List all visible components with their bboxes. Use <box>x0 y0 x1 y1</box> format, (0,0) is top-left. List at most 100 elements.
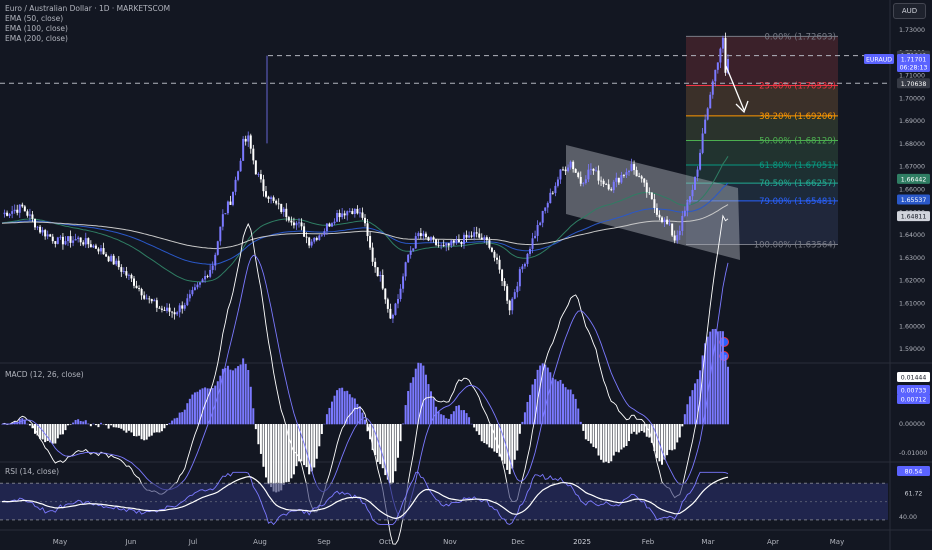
candle-body <box>56 237 59 244</box>
ema100-legend: EMA (100, close) <box>5 24 68 33</box>
macd-bar <box>544 364 547 425</box>
y-tick-label: 1.64000 <box>899 232 925 239</box>
macd-bar <box>290 424 293 479</box>
macd-bar <box>262 424 265 467</box>
rsi-band <box>0 483 888 520</box>
macd-bar <box>435 406 438 425</box>
price-label <box>897 54 930 73</box>
macd-bar <box>310 424 313 472</box>
x-tick-label: Jul <box>188 538 198 546</box>
macd-tick-label: 0.00000 <box>899 421 925 428</box>
candle-body <box>653 199 656 209</box>
candle-body <box>150 299 153 302</box>
candle-body <box>89 244 92 248</box>
main-legend: Euro / Australian Dollar · 1D · MARKETSC… <box>5 4 170 44</box>
candle-body <box>503 281 506 287</box>
candle-body <box>26 211 29 216</box>
macd-bar <box>655 424 658 459</box>
macd-bar <box>727 366 729 425</box>
macd-bar <box>39 424 42 439</box>
macd-bar <box>468 417 471 425</box>
currency-button[interactable]: AUD <box>893 3 926 19</box>
price-label-text: 1.70638 <box>901 81 927 88</box>
candle-body <box>513 292 516 299</box>
macd-bar <box>249 386 252 425</box>
macd-bar <box>567 389 570 425</box>
macd-bar <box>704 343 707 425</box>
macd-bar <box>348 394 351 425</box>
macd-bar <box>353 398 356 425</box>
macd-bar <box>366 424 369 432</box>
macd-bar <box>196 391 199 425</box>
candle-body <box>447 243 450 246</box>
macd-bar <box>224 368 227 425</box>
candle-body <box>404 262 407 277</box>
macd-bar <box>140 424 143 440</box>
candle-body <box>569 161 572 168</box>
price-label <box>897 78 930 89</box>
symbol-tag <box>864 54 894 65</box>
macd-bar <box>569 389 572 425</box>
candle-body <box>605 184 608 185</box>
macd-bar <box>564 387 567 425</box>
candle-body <box>292 222 295 226</box>
candle-body <box>683 210 686 216</box>
candle-body <box>409 250 412 255</box>
ema50-legend: EMA (50, close) <box>5 14 64 23</box>
candle-body <box>691 189 694 197</box>
candle-body <box>181 305 184 309</box>
macd-bar <box>21 418 24 425</box>
candle-body <box>257 174 260 175</box>
candle-body <box>343 213 346 216</box>
candle-body <box>64 241 67 245</box>
macd-bar <box>562 383 564 425</box>
macd-bar <box>232 370 234 425</box>
candle-body <box>628 170 630 173</box>
candle-body <box>3 212 6 215</box>
macd-bar <box>59 424 62 435</box>
macd-bar <box>138 424 141 436</box>
candle-body <box>633 164 636 171</box>
macd-bar <box>199 389 201 425</box>
macd-bar <box>559 379 562 425</box>
candle-body <box>23 206 26 212</box>
macd-bar <box>191 394 194 425</box>
macd-bar <box>150 424 153 436</box>
macd-bar <box>694 383 696 425</box>
fib-zone <box>686 165 838 184</box>
candle-body <box>582 183 585 184</box>
macd-bar <box>625 424 628 447</box>
candle-body <box>16 209 19 213</box>
macd-bar <box>452 411 455 425</box>
ema200-legend: EMA (200, close) <box>5 34 68 43</box>
candle-body <box>493 251 496 258</box>
candle-body <box>620 174 623 183</box>
macd-bar <box>158 424 161 433</box>
macd-bar <box>610 424 613 462</box>
candle-body <box>678 230 681 236</box>
macd-bar <box>579 421 582 425</box>
macd-bar <box>676 424 679 443</box>
macd-bar <box>536 369 539 425</box>
candle-body <box>331 223 333 227</box>
macd-bar <box>592 424 595 447</box>
macd-bar <box>49 424 52 443</box>
y-tick-label: 1.67000 <box>899 164 925 171</box>
macd-bar <box>135 424 138 437</box>
macd-bar <box>397 424 399 458</box>
candle-body <box>546 203 549 208</box>
macd-bar <box>582 424 585 431</box>
macd-bar <box>379 424 382 465</box>
candle-body <box>247 135 250 142</box>
candle-body <box>564 169 567 172</box>
macd-bar <box>404 405 407 425</box>
candle-body <box>615 177 618 182</box>
macd-bar <box>181 412 184 425</box>
candle-body <box>541 210 544 223</box>
macd-bar <box>531 384 534 425</box>
candle-body <box>201 279 204 283</box>
candle-body <box>455 239 458 243</box>
candle-body <box>658 214 661 218</box>
macd-bar <box>270 424 273 488</box>
